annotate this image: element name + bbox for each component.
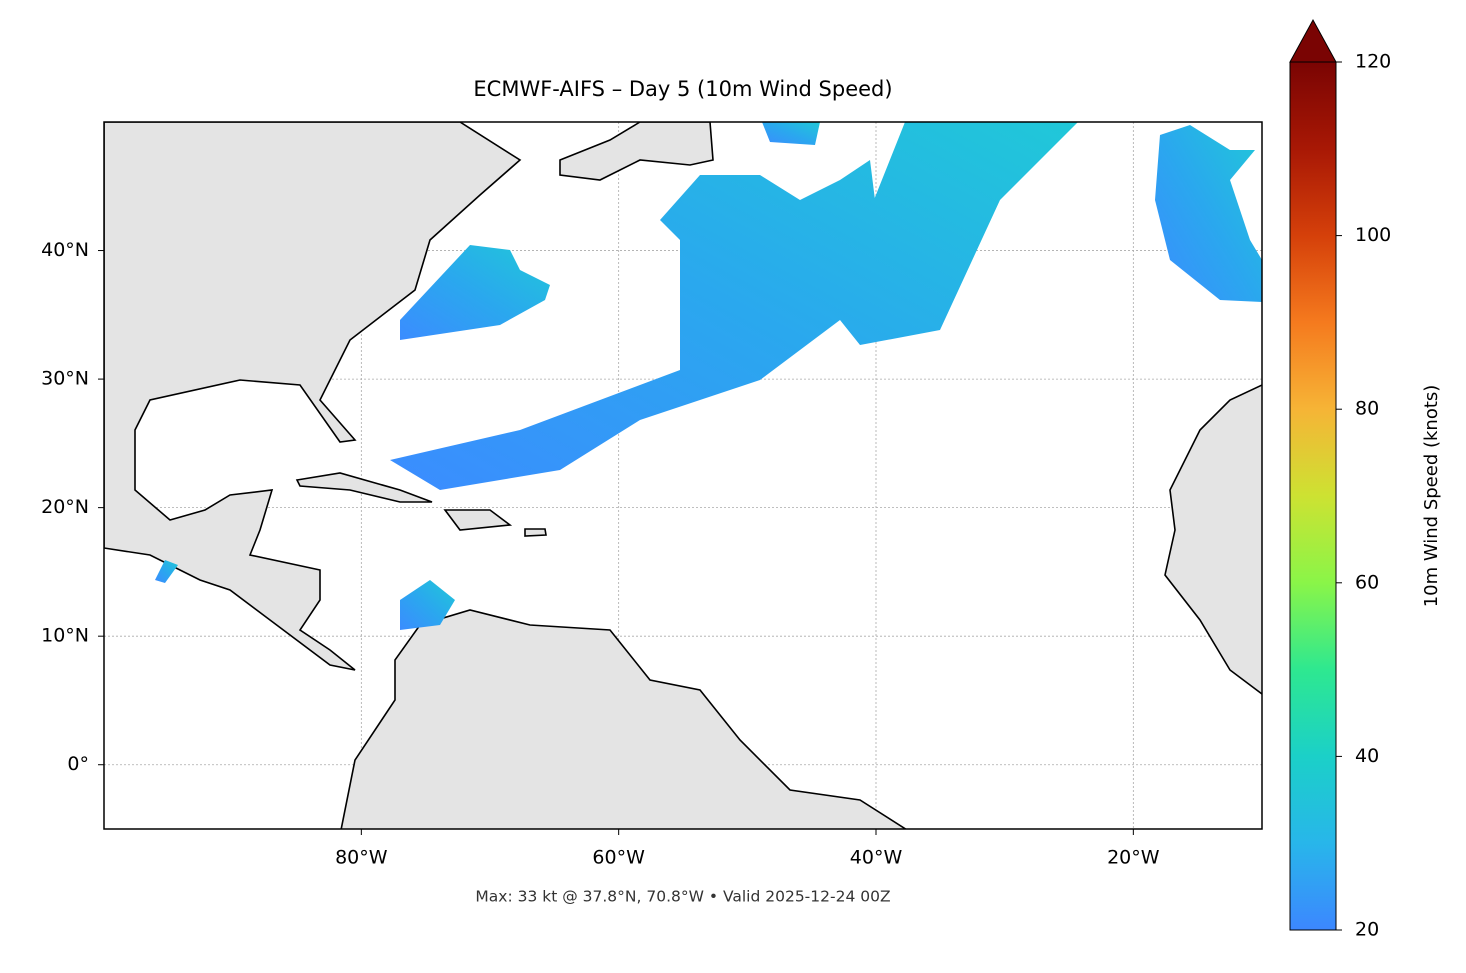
title: ECMWF-AIFS – Day 5 (10m Wind Speed) — [473, 77, 892, 101]
wind-field — [1155, 125, 1262, 302]
colorbar — [1290, 62, 1336, 930]
puerto-rico — [524, 528, 547, 537]
cuba — [295, 472, 433, 503]
wind-field — [400, 245, 550, 340]
wind-field — [155, 560, 178, 583]
wind-field — [390, 122, 1078, 490]
newfoundland — [559, 122, 714, 181]
y-tick-label: 0° — [67, 753, 89, 775]
colorbar-tick-label: 100 — [1355, 224, 1391, 246]
north-america — [104, 122, 522, 671]
y-tick-label: 40°N — [41, 239, 89, 261]
wind-field — [400, 580, 455, 630]
colorbar-extend — [1289, 18, 1337, 63]
y-tick-label: 10°N — [41, 625, 89, 647]
wind-field — [762, 122, 820, 145]
south-america — [340, 609, 908, 829]
y-tick-label: 30°N — [41, 368, 89, 390]
colorbar-tick-label: 40 — [1355, 745, 1379, 767]
colorbar-tick-label: 120 — [1355, 51, 1391, 73]
x-tick-label: 20°W — [1107, 847, 1160, 869]
hispaniola — [443, 509, 513, 531]
colorbar-label: 10m Wind Speed (knots) — [1421, 385, 1442, 608]
x-tick-label: 60°W — [592, 847, 645, 869]
colorbar-tick-label: 60 — [1355, 571, 1379, 593]
y-tick-label: 20°N — [41, 496, 89, 518]
colorbar-tick-label: 80 — [1355, 398, 1379, 420]
colorbar-frame — [1289, 62, 1337, 931]
africa — [1164, 384, 1262, 695]
x-tick-label: 40°W — [850, 847, 903, 869]
colorbar-tick-label: 20 — [1355, 919, 1379, 941]
x-tick-label: 80°W — [335, 847, 388, 869]
map — [104, 122, 1262, 829]
footer: Max: 33 kt @ 37.8°N, 70.8°W • Valid 2025… — [475, 888, 890, 906]
map-frame — [103, 121, 1263, 830]
